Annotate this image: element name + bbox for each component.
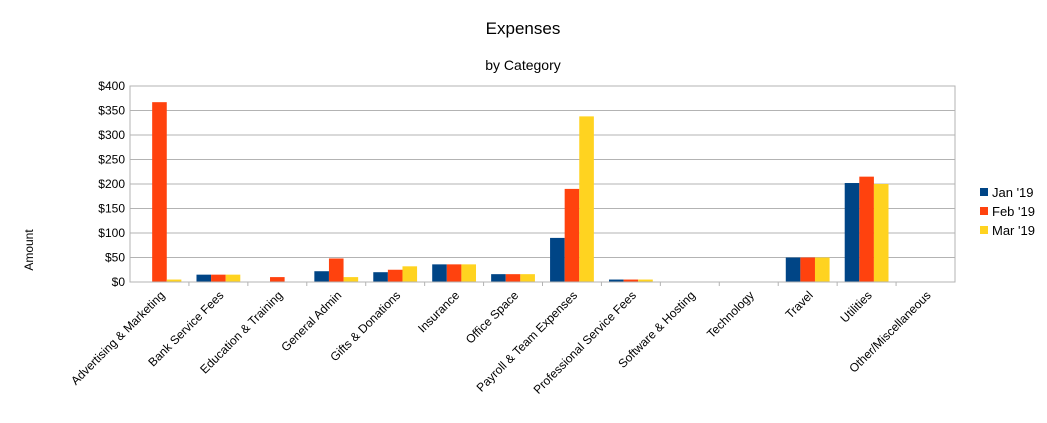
y-tick-label: $400 — [98, 79, 125, 93]
bar — [314, 271, 329, 282]
bar — [550, 237, 565, 282]
bar — [461, 264, 477, 282]
x-tick-label: Travel — [783, 288, 816, 321]
y-tick-label: $50 — [105, 251, 125, 265]
chart-subtitle: by Category — [485, 57, 560, 73]
bar — [623, 279, 639, 282]
y-tick-label: $300 — [98, 128, 125, 142]
x-tick-label: Utilities — [837, 288, 874, 325]
gridlines — [130, 85, 955, 286]
legend: Jan '19 Feb '19 Mar '19 — [980, 185, 1035, 238]
chart-title: Expenses — [486, 19, 561, 38]
bar — [608, 279, 624, 282]
bar — [800, 257, 815, 282]
bar — [873, 184, 889, 282]
legend-swatch — [980, 226, 988, 234]
y-tick-label: $0 — [112, 275, 126, 289]
x-tick-label: Insurance — [415, 288, 462, 335]
legend-label: Jan '19 — [992, 185, 1034, 200]
legend-label: Mar '19 — [992, 223, 1035, 238]
bar — [859, 176, 874, 282]
bar — [225, 274, 241, 282]
bar — [505, 274, 521, 282]
bar — [432, 264, 447, 282]
bar — [166, 279, 182, 282]
bar — [844, 183, 860, 282]
y-tick-label: $150 — [98, 202, 125, 216]
bar — [270, 277, 285, 282]
x-tick-label: Advertising & Marketing — [68, 288, 168, 388]
x-tick-label: Office Space — [463, 288, 522, 347]
bar — [491, 274, 506, 282]
bar — [638, 279, 653, 282]
bar — [211, 274, 226, 282]
y-tick-label: $350 — [98, 104, 125, 118]
y-tick-label: $250 — [98, 153, 125, 167]
bar — [814, 257, 830, 282]
bar — [373, 272, 388, 282]
bar — [446, 264, 462, 282]
bar — [579, 116, 594, 282]
x-tick-label: Professional Service Fees — [531, 288, 639, 396]
y-ticks: $0 $50 $100 $150 $200 $250 $300 $350 $400 — [98, 79, 125, 289]
bar — [343, 277, 359, 282]
legend-label: Feb '19 — [992, 204, 1035, 219]
y-axis-label: Amount — [22, 229, 36, 271]
bar — [785, 257, 801, 282]
x-tick-label: Technology — [704, 288, 757, 341]
legend-swatch — [980, 207, 988, 215]
bar — [387, 269, 403, 282]
x-tick-label: General Admin — [278, 288, 344, 354]
bar — [328, 258, 344, 282]
bar — [520, 274, 535, 282]
bars — [152, 102, 889, 282]
y-tick-label: $200 — [98, 177, 125, 191]
plot-area — [129, 85, 956, 283]
bar — [152, 102, 167, 282]
bar — [196, 274, 212, 282]
y-tick-label: $100 — [98, 226, 125, 240]
bar — [564, 188, 580, 282]
bar — [402, 266, 418, 282]
legend-swatch — [980, 188, 988, 196]
x-tick-label: Payroll & Team Expenses — [474, 288, 580, 394]
